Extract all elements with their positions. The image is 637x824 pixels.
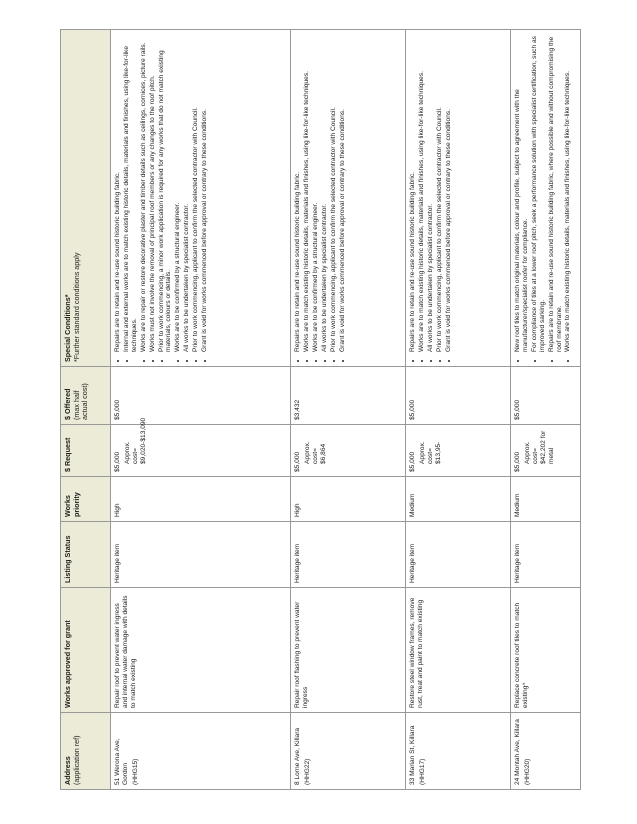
request-amount: $5,000	[409, 451, 416, 472]
request-cell: $5,000 Approx. cost= $13,95-	[405, 424, 511, 477]
request-cell: $5,000 Approx. cost= $9,020-$13,090	[110, 417, 291, 477]
listing-cell: Heritage item	[110, 521, 291, 588]
header-works: Works approved for grant	[60, 587, 111, 713]
condition-item: Prior to work commencing, applicant to c…	[192, 34, 200, 352]
approx-cost: Approx. cost= $9,020-$13,090	[123, 417, 147, 464]
condition-item: Works must not involve the removal of pr…	[149, 34, 157, 352]
application-ref: (HHG15)	[131, 758, 139, 785]
conditions-cell: New roof tiles to match original materia…	[510, 29, 581, 367]
condition-item: Works are to match existing historic det…	[303, 34, 311, 352]
priority-cell: High	[290, 476, 406, 522]
condition-item: Works are to match existing historic det…	[564, 34, 572, 352]
conditions-list: New roof tiles to match original materia…	[514, 34, 572, 362]
table-row: 51 Werona Ave, Gordon (HHG15) Repair roof …	[110, 29, 291, 790]
condition-item: Repairs are to retain and re-use sound h…	[548, 34, 564, 352]
conditions-cell: Repairs are to retain and re-use sound h…	[110, 29, 291, 367]
condition-item: All works to be undertaken by specialist…	[427, 34, 435, 352]
application-ref: (HHG22)	[303, 758, 311, 785]
approx-cost: Approx. cost= $6,864	[303, 441, 327, 464]
condition-item: Grant is void for works commenced before…	[339, 34, 347, 352]
address: 24 Montah Ave, Killara	[514, 719, 521, 785]
offered-cell: $3,432	[290, 366, 406, 425]
conditions-list: Repairs are to retain and re-use sound h…	[294, 34, 346, 362]
conditions-cell: Repairs are to retain and re-use sound h…	[405, 29, 511, 367]
condition-item: Repairs are to retain and re-use sound h…	[409, 34, 417, 352]
condition-item: All works to be undertaken by specialist…	[183, 34, 191, 352]
condition-item: Works are to be confirmed by a structura…	[312, 34, 320, 352]
address-cell: 8 Lorne Ave, Killara (HHG22)	[290, 712, 406, 790]
condition-item: Prior to work commencing, applicant to c…	[436, 34, 444, 352]
header-address: Address (application ref)	[60, 712, 111, 790]
condition-item: Internal and external works are to match…	[123, 34, 139, 352]
works-cell: Restore steel window frames, remove rust…	[405, 587, 511, 713]
rotated-page: Address (application ref) Works approved …	[60, 29, 581, 790]
request-amount: $5,000	[114, 451, 121, 472]
address-cell: 24 Montah Ave, Killara (HHG20)	[510, 712, 581, 790]
table-row: 24 Montah Ave, Killara (HHG20) Replace con…	[510, 29, 581, 790]
listing-cell: Heritage item	[290, 521, 406, 588]
application-ref: (HHG20)	[523, 758, 531, 785]
condition-item: Prior to work commencing, applicant to c…	[330, 34, 338, 352]
offered-cell: $5,000	[110, 366, 291, 425]
approx-cost: Approx. cost= $42,202 for metal	[523, 430, 555, 464]
conditions-list: Repairs are to retain and re-use sound h…	[114, 34, 209, 362]
works-cell: Repair roof to prevent water ingress and…	[110, 587, 291, 713]
table-row: 33 Marian St, Killara (HHG17) Restore stee…	[405, 29, 511, 790]
header-row: Address (application ref) Works approved …	[60, 29, 111, 790]
listing-cell: Heritage item	[510, 521, 581, 588]
application-ref: (HHG17)	[418, 758, 426, 785]
condition-item: All works to be undertaken by specialist…	[321, 34, 329, 352]
header-special: Special Conditions* *Further standard con…	[60, 29, 111, 367]
priority-cell: Medium	[510, 476, 581, 522]
offered-cell: $5,000	[405, 366, 511, 425]
header-priority: Works priority	[60, 476, 111, 522]
table-row: 8 Lorne Ave, Killara (HHG22) Repair roof f…	[290, 29, 406, 790]
condition-item: New roof tiles to match original materia…	[514, 34, 530, 352]
address-cell: 51 Werona Ave, Gordon (HHG15)	[110, 712, 291, 790]
request-amount: $5,000	[294, 451, 301, 472]
works-cell: Replace concrete roof tiles to match exi…	[510, 587, 581, 713]
priority-cell: High	[110, 476, 291, 522]
condition-item: Grant is void for works commenced before…	[201, 34, 209, 352]
header-listing: Listing Status	[60, 521, 111, 588]
condition-item: Grant is void for works commenced before…	[445, 34, 453, 352]
request-cell: $5,000 Approx. cost= $6,864	[290, 424, 406, 477]
grants-table: Address (application ref) Works approved …	[60, 29, 581, 790]
priority-cell: Medium	[405, 476, 511, 522]
request-cell: $5,000 Approx. cost= $42,202 for metal	[510, 424, 581, 477]
address: 51 Werona Ave, Gordon	[114, 738, 129, 785]
condition-item: Works are to match existing historic det…	[418, 34, 426, 352]
approx-cost: Approx. cost= $13,95-	[418, 441, 442, 464]
header-request: $ Request	[60, 424, 111, 477]
offered-cell: $5,000	[510, 366, 581, 425]
works-cell: Repair roof flashing to prevent water in…	[290, 587, 406, 713]
condition-item: For compliance of tiles at a lower roof …	[531, 34, 547, 352]
condition-item: Works are to repair or restore decorativ…	[140, 34, 148, 352]
conditions-cell: Repairs are to retain and re-use sound h…	[290, 29, 406, 367]
conditions-list: Repairs are to retain and re-use sound h…	[409, 34, 453, 362]
condition-item: Repairs are to retain and re-use sound h…	[114, 34, 122, 352]
condition-item: Repairs are to retain and re-use sound h…	[294, 34, 302, 352]
condition-item: Works are to be confirmed by a structura…	[174, 34, 182, 352]
listing-cell: Heritage item	[405, 521, 511, 588]
address-cell: 33 Marian St, Killara (HHG17)	[405, 712, 511, 790]
address: 8 Lorne Ave, Killara	[294, 727, 301, 785]
address: 33 Marian St, Killara	[409, 725, 416, 785]
condition-item: Prior to work commencing, a minor work a…	[158, 34, 174, 352]
request-amount: $5,000	[514, 451, 521, 472]
header-offered: $ Offered (max half actual cost)	[60, 366, 111, 425]
